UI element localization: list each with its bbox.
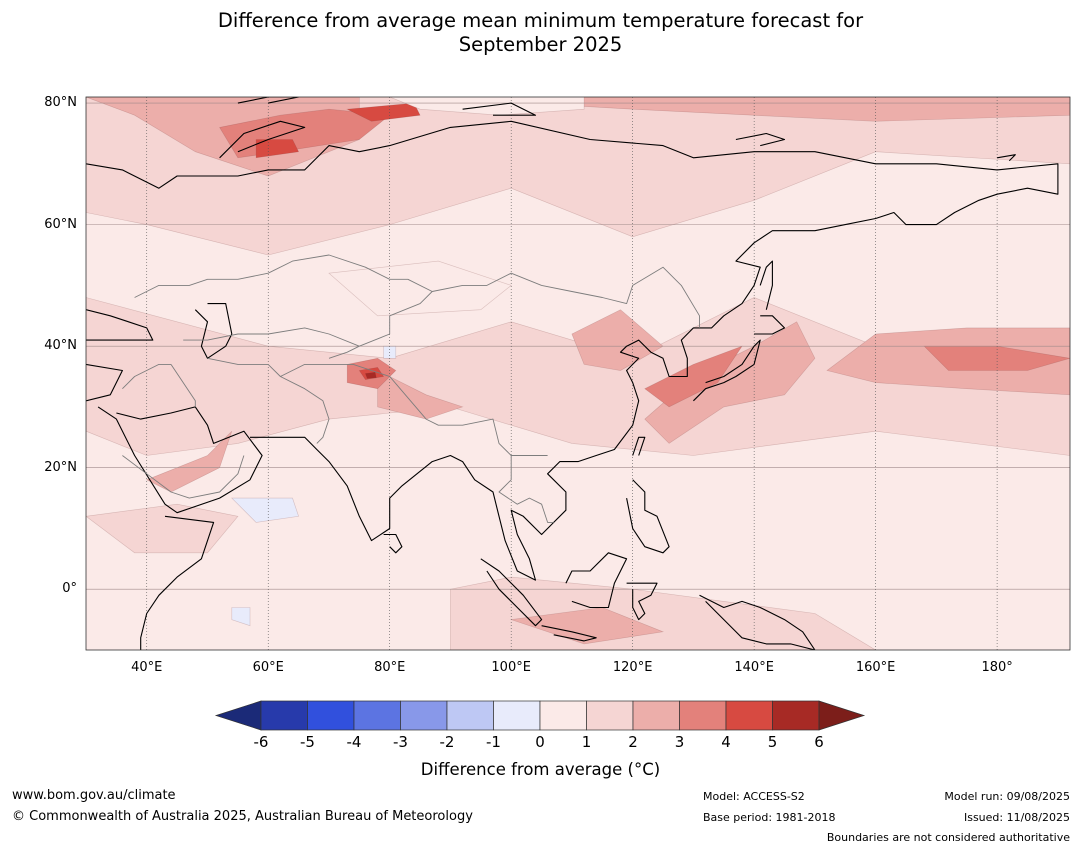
issued-date: Issued: 11/08/2025 [963, 811, 1070, 824]
colorbar [214, 700, 866, 731]
country-border [134, 254, 433, 298]
coastline [86, 363, 123, 402]
country-border [207, 357, 548, 456]
anomaly-region--1-0-22 [231, 497, 299, 523]
latitude-label: 0° [62, 581, 77, 597]
colorbar-label: Difference from average (°C) [420, 760, 661, 779]
colorbar-tick-label: 5 [767, 733, 778, 751]
latitude-label: 40°N [44, 338, 77, 354]
colorbar-tick-label: 1 [581, 733, 592, 751]
country-border [280, 376, 330, 444]
colorbar-segment [539, 700, 587, 731]
coastline [626, 582, 658, 621]
colorbar-segment [446, 700, 494, 731]
colorbar-under-arrow [214, 700, 262, 731]
colorbar-segment [679, 700, 727, 731]
longitude-label: 140°E [734, 660, 774, 675]
coastline [626, 479, 670, 554]
anomaly-region-2-3-6 [571, 309, 664, 371]
colorbar-segment [725, 700, 773, 731]
colorbar-segment [400, 700, 448, 731]
coastline [462, 102, 537, 116]
boundaries-note: Boundaries are not considered authoritat… [826, 831, 1070, 844]
coastline [480, 558, 543, 627]
country-border [498, 455, 554, 523]
coastline [735, 132, 786, 147]
anomaly-region-4-5-17 [346, 102, 421, 122]
coastline [97, 406, 263, 514]
anomaly-region-2-3-9 [377, 370, 464, 420]
title-line-2: September 2025 [458, 33, 623, 56]
longitude-label: 40°E [131, 660, 163, 675]
base-period: Base period: 1981-2018 [703, 811, 836, 824]
coastline [693, 339, 761, 402]
colorbar-tick-label: 6 [814, 733, 824, 751]
coastline [759, 260, 773, 310]
colorbar-over-arrow [818, 700, 866, 731]
coastline [383, 533, 403, 554]
latitude-label: 60°N [44, 216, 77, 232]
colorbar-tick-label: 2 [628, 733, 638, 751]
anomaly-map [85, 96, 1071, 651]
colorbar-segment [307, 700, 355, 731]
model-run-date: Model run: 09/08/2025 [944, 790, 1070, 803]
anomaly-region--1-0-23 [231, 607, 251, 627]
country-border [328, 345, 360, 359]
colorbar-tick-label: -1 [486, 733, 501, 751]
copyright-text: © Commonwealth of Australia 2025, Austra… [12, 809, 473, 824]
coastline [541, 625, 597, 642]
map-frame [85, 96, 1071, 651]
coastline [194, 303, 233, 359]
coastline-border-layer [86, 97, 1059, 650]
model-name: Model: ACCESS-S2 [703, 790, 805, 803]
colorbar-segment [586, 700, 634, 731]
website-link[interactable]: www.bom.gov.au/climate [12, 788, 176, 803]
country-border [170, 364, 196, 407]
coastline [86, 309, 154, 341]
colorbar-segment [260, 700, 308, 731]
coastline [754, 315, 786, 335]
colorbar-segment [772, 700, 820, 731]
anomaly-region-5-6-19 [364, 371, 377, 379]
coastline [997, 154, 1016, 162]
colorbar-tick-label: -4 [346, 733, 362, 751]
coastline [632, 436, 646, 456]
title-line-1: Difference from average mean minimum tem… [217, 9, 864, 32]
country-border [122, 363, 171, 390]
anomaly-fill-layer [86, 97, 1070, 650]
colorbar-tick-label: 0 [535, 733, 545, 751]
longitude-label: 180° [981, 660, 1013, 675]
anomaly-region-1-2-2 [86, 503, 239, 554]
longitude-label: 100°E [491, 660, 531, 675]
longitude-label: 60°E [252, 660, 284, 675]
latitude-label: 20°N [44, 459, 77, 475]
coastline [219, 120, 306, 159]
coastline [699, 594, 816, 650]
colorbar-tick-label: 4 [721, 733, 731, 751]
colorbar-tick-label: -2 [439, 733, 455, 751]
colorbar-tick-label: -3 [393, 733, 408, 751]
longitude-label: 120°E [612, 660, 653, 675]
coastline [237, 97, 300, 104]
latitude-label: 80°N [44, 95, 77, 111]
longitude-label: 80°E [374, 660, 406, 675]
anomaly-region-4-5-16 [255, 139, 300, 159]
colorbar-tick-label: 3 [674, 733, 685, 751]
coastline [86, 120, 1059, 581]
longitude-label: 160°E [855, 660, 896, 675]
country-border [122, 455, 245, 499]
colorbar-segment [353, 700, 401, 731]
coastline [140, 515, 215, 650]
graticule-layer [86, 97, 1070, 650]
colorbar-tick-label: -5 [300, 733, 315, 751]
anomaly-region-0-1-21 [328, 260, 512, 317]
colorbar-segment [632, 700, 680, 731]
colorbar-segment [493, 700, 541, 731]
map-title: Difference from average mean minimum tem… [0, 9, 1081, 57]
anomaly-region-3-4-14 [644, 345, 743, 408]
anomaly-region-2-3-10 [145, 430, 233, 493]
country-border [183, 266, 700, 347]
colorbar-tick-label: -6 [253, 733, 269, 751]
coastline [565, 552, 628, 609]
